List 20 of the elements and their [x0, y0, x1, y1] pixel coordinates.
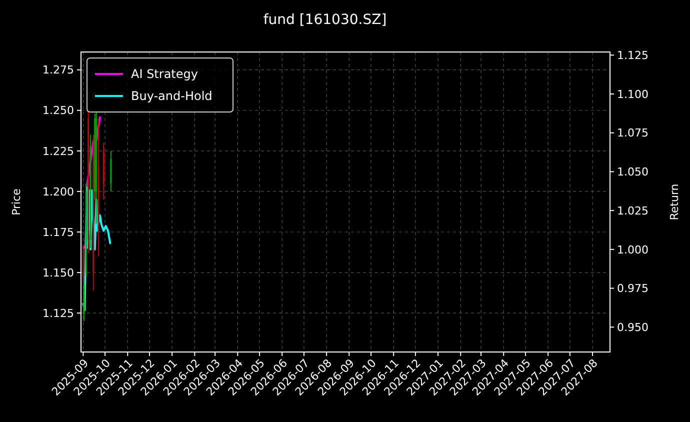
y2-axis-title: Return — [668, 184, 681, 220]
legend-label: AI Strategy — [131, 67, 198, 82]
y-tick-label: 1.275 — [42, 64, 74, 77]
y2-tick-label: 1.025 — [617, 204, 648, 218]
y2-tick-label: 1.000 — [617, 243, 648, 256]
y-axis-title: Price — [10, 188, 23, 216]
y2-tick-label: 1.050 — [617, 166, 648, 179]
legend-label: Buy-and-Hold — [131, 89, 212, 104]
y-tick-label: 1.150 — [42, 266, 74, 280]
y-tick-label: 1.125 — [42, 306, 74, 320]
y2-tick-label: 1.075 — [617, 126, 648, 140]
y-tick-label: 1.175 — [42, 226, 74, 239]
chart-title: fund [161030.SZ] — [263, 12, 387, 28]
y2-tick-label: 1.100 — [617, 88, 648, 101]
y-tick-label: 1.250 — [42, 104, 74, 118]
y2-tick-label: 0.950 — [617, 320, 648, 334]
y2-tick-label: 1.125 — [617, 48, 648, 62]
y-tick-label: 1.200 — [42, 185, 74, 198]
y-tick-label: 1.225 — [42, 144, 74, 158]
y2-tick-label: 0.975 — [617, 282, 648, 296]
